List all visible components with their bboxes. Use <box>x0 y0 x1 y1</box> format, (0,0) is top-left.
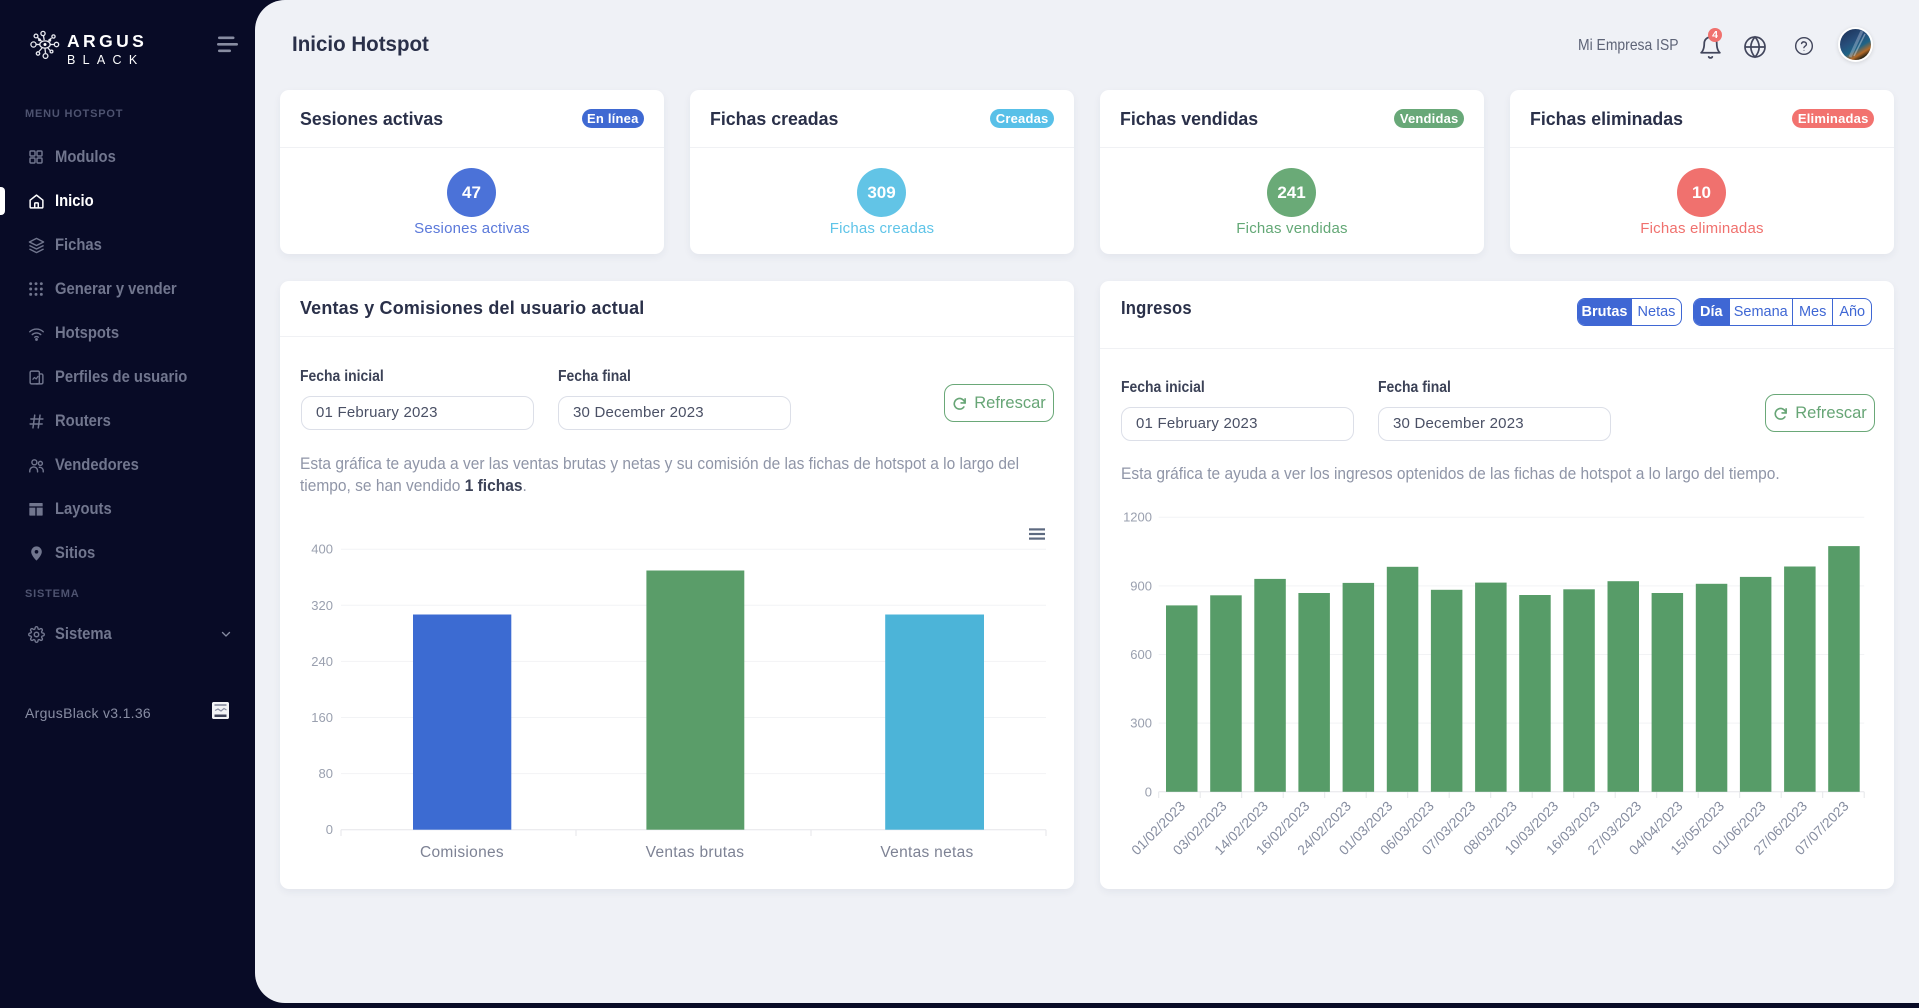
svg-text:400: 400 <box>311 542 333 557</box>
svg-text:320: 320 <box>311 598 333 613</box>
svg-text:900: 900 <box>1130 578 1152 593</box>
svg-text:Ventas brutas: Ventas brutas <box>646 844 745 861</box>
svg-text:0: 0 <box>326 822 333 837</box>
svg-text:240: 240 <box>311 654 333 669</box>
svg-text:Comisiones: Comisiones <box>420 844 504 861</box>
svg-text:1200: 1200 <box>1123 510 1152 525</box>
svg-text:80: 80 <box>319 766 333 781</box>
svg-text:600: 600 <box>1130 647 1152 662</box>
svg-text:300: 300 <box>1130 716 1152 731</box>
svg-text:160: 160 <box>311 710 333 725</box>
svg-text:0: 0 <box>1145 784 1152 799</box>
svg-text:Ventas netas: Ventas netas <box>880 844 973 861</box>
